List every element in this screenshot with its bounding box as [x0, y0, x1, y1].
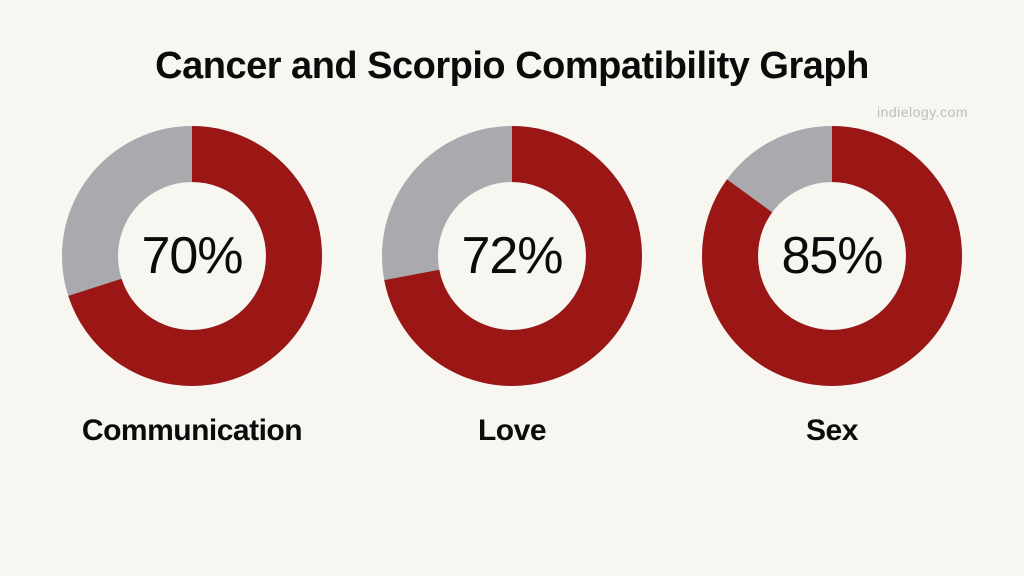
- page-title: Cancer and Scorpio Compatibility Graph: [0, 45, 1024, 88]
- donut-chart: 85%: [702, 126, 962, 386]
- donut-value: 85%: [781, 226, 882, 286]
- chart-item-sex: 85% Sex: [702, 126, 962, 448]
- donut-value: 72%: [461, 226, 562, 286]
- donut-chart: 70%: [62, 126, 322, 386]
- chart-item-love: 72% Love: [382, 126, 642, 448]
- chart-label: Love: [478, 414, 546, 448]
- donut-value: 70%: [141, 226, 242, 286]
- infographic-container: Cancer and Scorpio Compatibility Graph i…: [0, 0, 1024, 576]
- chart-label: Communication: [82, 414, 302, 448]
- watermark: indielogy.com: [877, 104, 968, 120]
- chart-label: Sex: [806, 414, 858, 448]
- charts-row: 70% Communication 72% Love 85%: [0, 126, 1024, 448]
- donut-chart: 72%: [382, 126, 642, 386]
- chart-item-communication: 70% Communication: [62, 126, 322, 448]
